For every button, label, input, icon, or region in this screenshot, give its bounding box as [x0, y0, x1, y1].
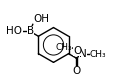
Text: N: N: [79, 49, 87, 59]
Text: B: B: [27, 26, 34, 36]
Text: HO: HO: [6, 26, 22, 36]
Text: O: O: [72, 66, 81, 76]
Text: CH₃: CH₃: [55, 43, 72, 52]
Text: OH: OH: [33, 14, 49, 24]
Text: CH₃: CH₃: [90, 50, 106, 59]
Text: O: O: [73, 46, 81, 56]
